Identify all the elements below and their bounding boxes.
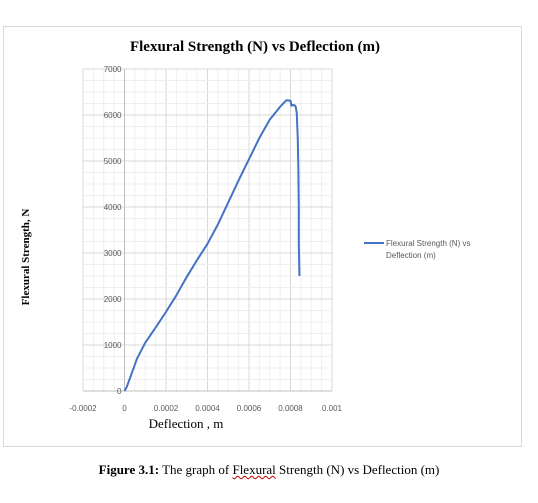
y-tick-label: 7000: [104, 65, 122, 74]
caption-text-before: The graph of: [159, 462, 233, 477]
series-layer: [123, 99, 301, 392]
caption-text-after: Strength (N) vs Deflection (m): [275, 462, 440, 477]
y-tick-label: 5000: [104, 157, 122, 166]
ticks-layer: -0.0002 0 0.0002 0.0004 0.0006 0.0008 0.001 0 10…: [69, 65, 342, 413]
x-tick-label: 0: [122, 404, 127, 413]
figure-caption: Figure 3.1: The graph of Flexural Streng…: [0, 462, 538, 478]
x-tick-label: 0.0006: [237, 404, 262, 413]
series-line-0: [123, 99, 301, 392]
chart-title: Flexural Strength (N) vs Deflection (m): [130, 39, 380, 55]
chart-svg: Flexural Strength (N) vs Deflection (m) …: [20, 39, 470, 431]
y-tick-label: 1000: [104, 341, 122, 350]
legend-label-line-1: Flexural Strength (N) vs: [386, 239, 470, 248]
legend-label-line-2: Deflection (m): [386, 251, 436, 260]
legend[interactable]: Flexural Strength (N) vs Deflection (m): [364, 239, 470, 260]
y-tick-label: 6000: [104, 111, 122, 120]
y-tick-label: 4000: [104, 203, 122, 212]
x-tick-label: 0.0004: [195, 404, 220, 413]
y-tick-label: 3000: [104, 249, 122, 258]
x-tick-label: 0.0002: [154, 404, 179, 413]
x-tick-label: -0.0002: [69, 404, 97, 413]
chart-frame: Flexural Strength (N) vs Deflection (m) …: [3, 26, 522, 447]
caption-flagged-word: Flexural: [232, 462, 276, 477]
y-tick-label: 2000: [104, 295, 122, 304]
grid-layer: [82, 68, 333, 392]
y-tick-label: 0: [117, 387, 122, 396]
x-tick-label: 0.0008: [278, 404, 303, 413]
caption-label: Figure 3.1:: [98, 462, 160, 477]
y-axis-title: Flexural Strength, N: [20, 209, 32, 306]
x-tick-label: 0.001: [322, 404, 343, 413]
x-axis-title: Deflection , m: [149, 416, 224, 431]
